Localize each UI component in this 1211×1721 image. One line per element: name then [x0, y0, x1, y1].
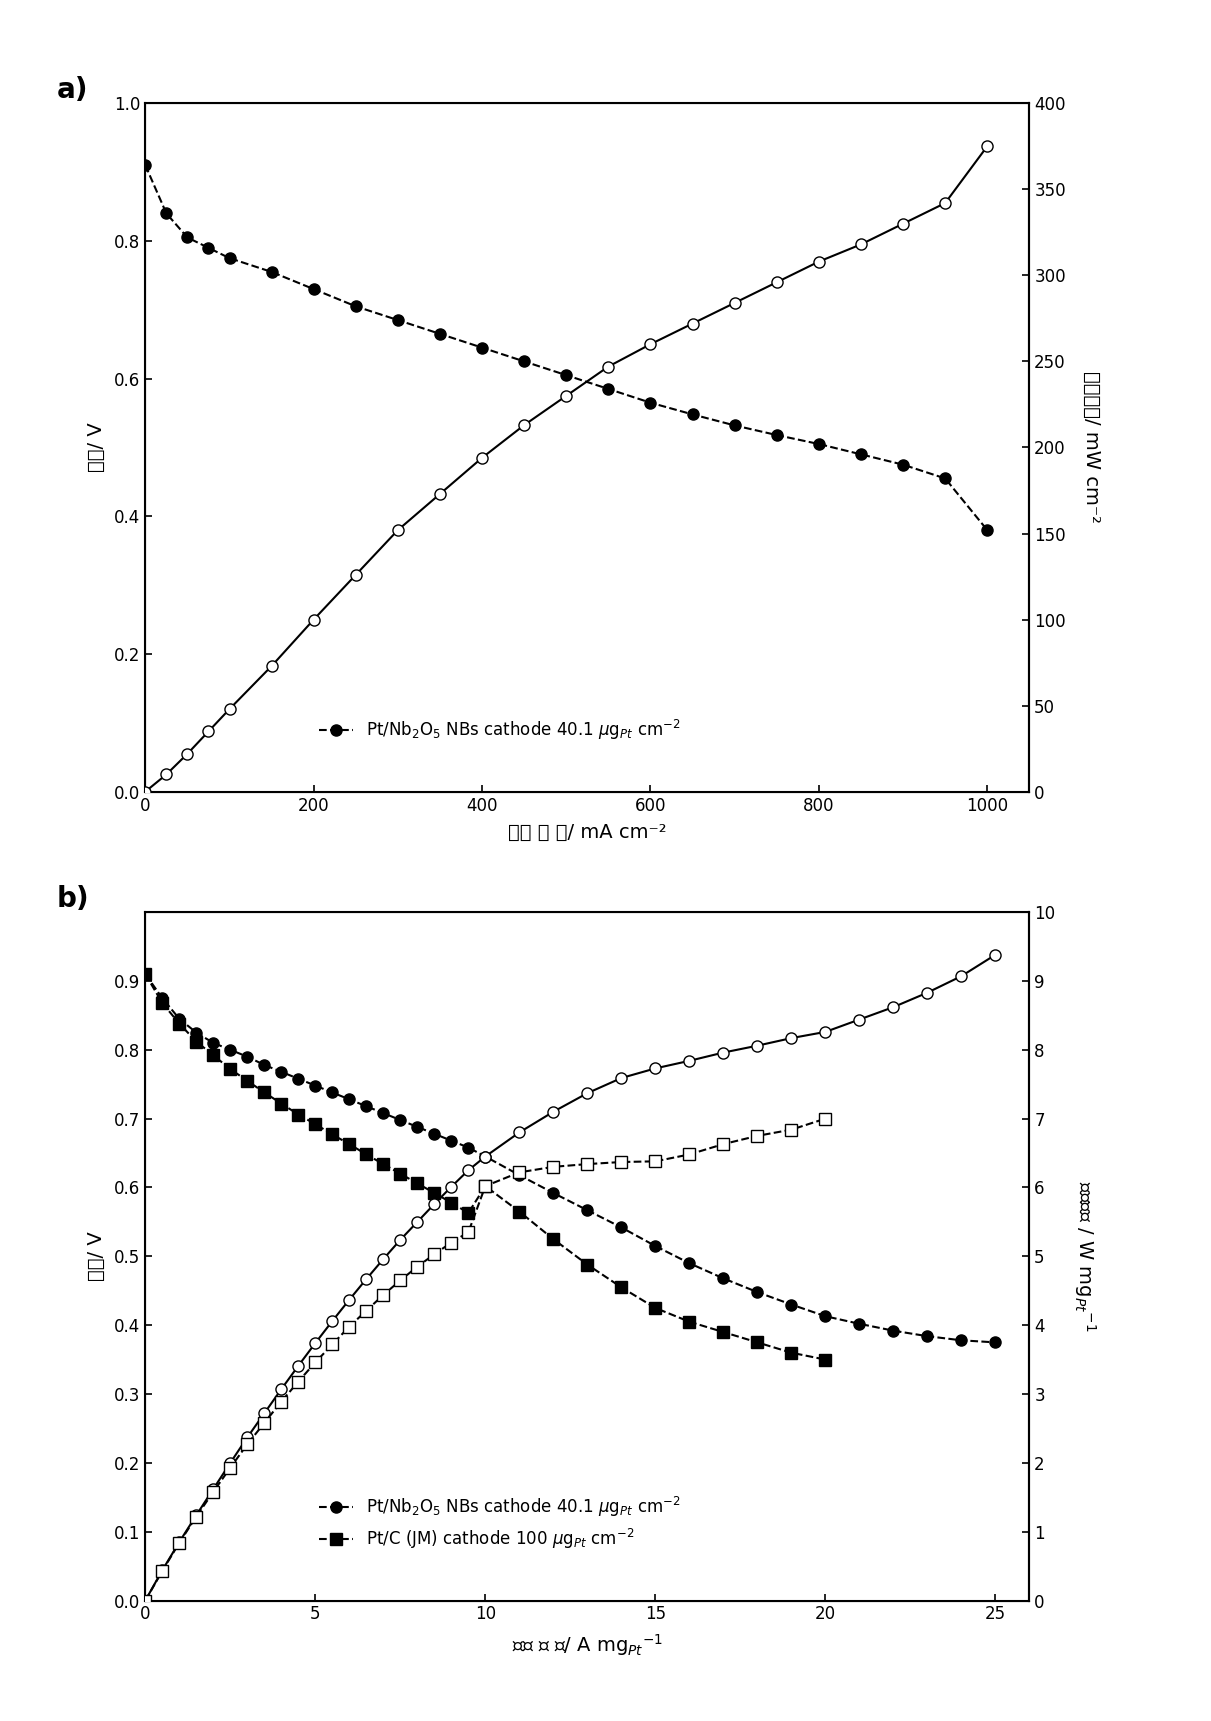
Text: a): a)	[57, 76, 88, 103]
Y-axis label: 电压/ V: 电压/ V	[87, 423, 105, 472]
X-axis label: 电流 密 度/ A mg$_{Pt}$$^{-1}$: 电流 密 度/ A mg$_{Pt}$$^{-1}$	[512, 1632, 662, 1657]
Legend: Pt/Nb$_2$O$_5$ NBs cathode 40.1 $\mu$g$_{Pt}$ cm$^{-2}$, Pt/C (JM) cathode 100 $: Pt/Nb$_2$O$_5$ NBs cathode 40.1 $\mu$g$_…	[312, 1489, 688, 1558]
Y-axis label: 功率密度 / W mg$_{Pt}$$^{-1}$: 功率密度 / W mg$_{Pt}$$^{-1}$	[1072, 1181, 1098, 1332]
X-axis label: 电流 密 度/ mA cm⁻²: 电流 密 度/ mA cm⁻²	[509, 823, 666, 842]
Legend: Pt/Nb$_2$O$_5$ NBs cathode 40.1 $\mu$g$_{Pt}$ cm$^{-2}$: Pt/Nb$_2$O$_5$ NBs cathode 40.1 $\mu$g$_…	[312, 711, 688, 749]
Text: b): b)	[57, 885, 90, 912]
Y-axis label: 功率密度/ mW cm⁻²: 功率密度/ mW cm⁻²	[1083, 372, 1102, 523]
Y-axis label: 电压/ V: 电压/ V	[87, 1232, 105, 1280]
